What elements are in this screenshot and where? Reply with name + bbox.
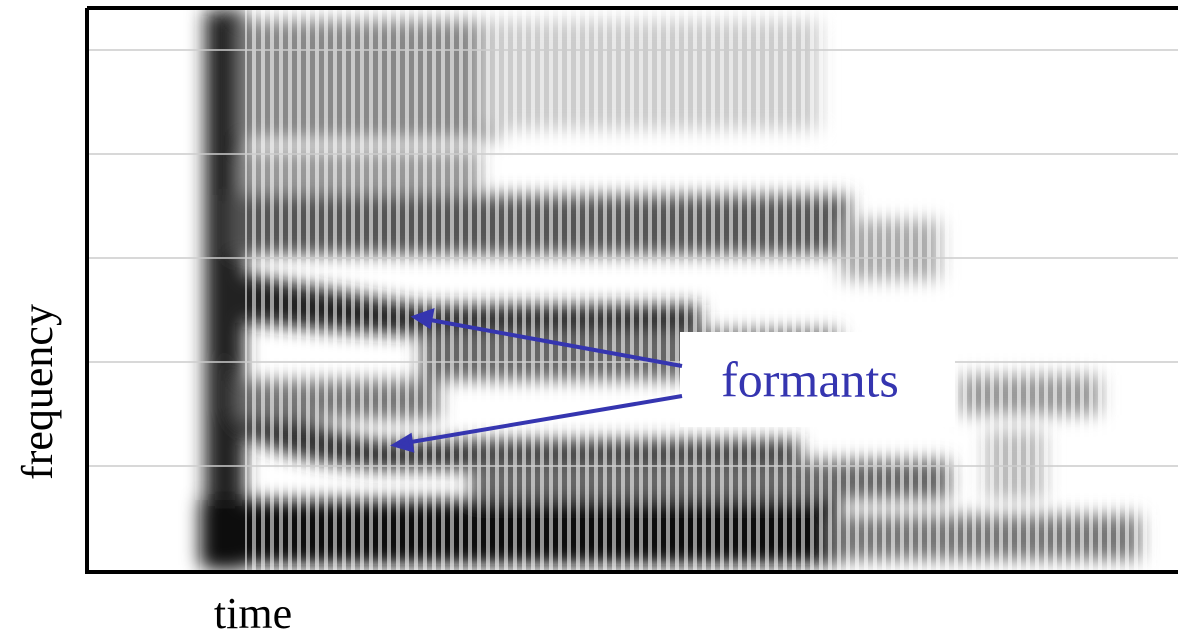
harmonic-striations xyxy=(245,10,1178,570)
spectrogram xyxy=(89,10,1178,570)
annotation-label: formants xyxy=(721,351,899,407)
x-axis-label: time xyxy=(214,589,292,637)
plot-frame xyxy=(85,6,1178,574)
grid-lines xyxy=(89,49,1178,467)
annotation-box xyxy=(680,332,955,427)
annotation-arrows xyxy=(390,307,683,453)
y-axis-label: frequency xyxy=(13,304,62,480)
